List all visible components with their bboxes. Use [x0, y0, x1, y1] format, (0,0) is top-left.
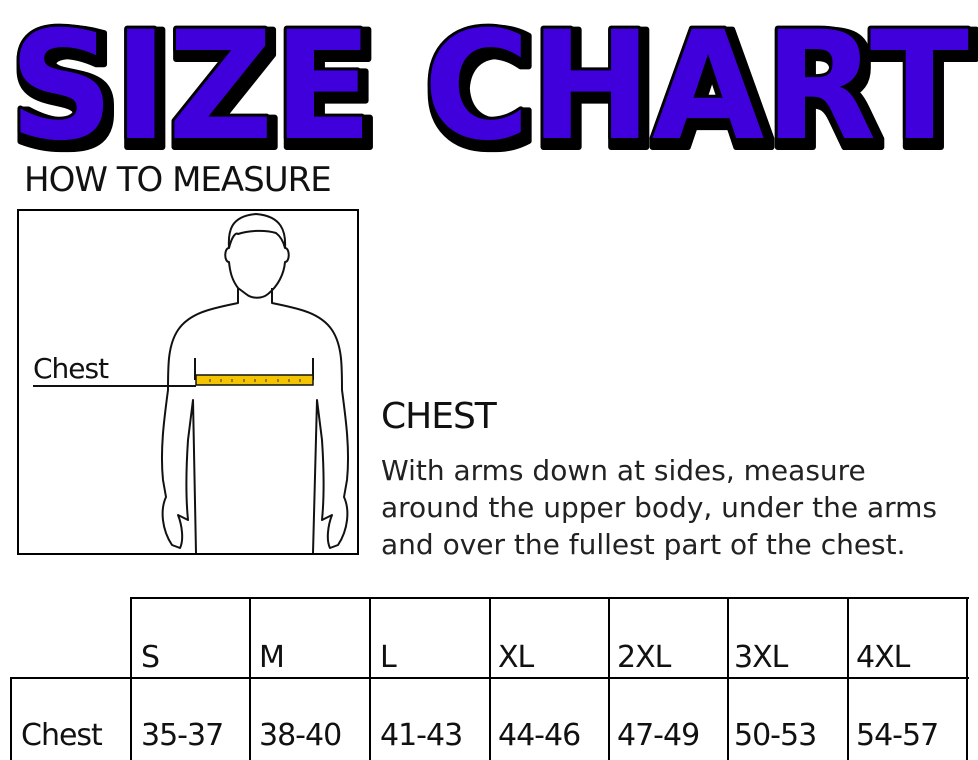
tape-ticks: [209, 379, 301, 382]
table-cell: 54-57: [856, 718, 939, 753]
table-cell: 47-49: [617, 718, 700, 753]
chest-instruction-line: With arms down at sides, measure: [381, 454, 866, 487]
chest-instruction-line: and over the fullest part of the chest.: [381, 528, 906, 561]
size-header: 3XL: [734, 640, 788, 675]
table-cell: 38-40: [259, 718, 342, 753]
size-chart-title: SIZE CHART: [6, 0, 972, 160]
how-to-measure-heading: HOW TO MEASURE: [24, 160, 332, 200]
table-cell: 44-46: [498, 718, 581, 753]
table-cell: 50-53: [734, 718, 817, 753]
size-header: M: [259, 640, 285, 675]
size-header: XL: [498, 640, 534, 675]
title-text: SIZE CHART: [9, 0, 969, 160]
chest-heading: CHEST: [381, 396, 497, 437]
size-header: S: [141, 640, 160, 675]
figure-chest-label: Chest: [33, 352, 109, 385]
size-header: L: [380, 640, 397, 675]
figure-frame: [17, 209, 359, 555]
table-cell: 35-37: [141, 718, 224, 753]
row-label: Chest: [21, 718, 103, 753]
body-outline-icon: [160, 213, 350, 554]
table-cell: 41-43: [380, 718, 463, 753]
chest-instruction-line: around the upper body, under the arms: [381, 491, 937, 524]
size-header: 4XL: [856, 640, 910, 675]
size-header: 2XL: [617, 640, 671, 675]
